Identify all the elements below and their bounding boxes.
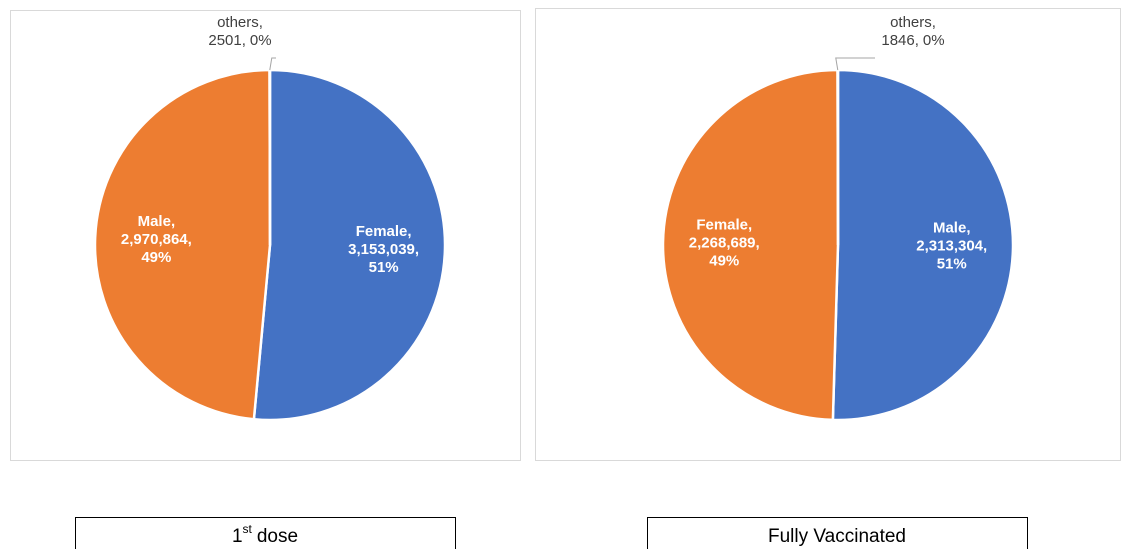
data-label-line: Female, — [696, 216, 752, 233]
caption: 1st dose — [232, 522, 298, 547]
caption-part: st — [243, 522, 253, 536]
data-label-line: 2501, 0% — [208, 32, 271, 49]
data-label: Male, 2,970,864, 49% — [121, 213, 192, 266]
data-label-value: 1846, — [881, 32, 919, 49]
caption: Fully Vaccinated — [768, 526, 906, 547]
leader-line — [269, 57, 276, 71]
data-label: others, 1846, 0% — [881, 14, 944, 49]
data-label-line: 2,313,304, — [916, 238, 987, 255]
data-label-percent: 0% — [923, 32, 945, 49]
data-label-line: others, — [890, 14, 936, 31]
caption-box — [75, 517, 456, 549]
caption-part: 1 — [232, 526, 243, 547]
data-label-line: 2,268,689, — [689, 234, 760, 251]
data-label: Male, 2,313,304, 51% — [916, 220, 987, 273]
caption-part: Fully Vaccinated — [768, 526, 906, 547]
data-label-line: Male, — [933, 220, 971, 237]
data-label: others, 2501, 0% — [208, 14, 271, 49]
data-label-line: 49% — [141, 249, 171, 266]
data-label-value: 2501, — [208, 32, 246, 49]
data-label-line: 49% — [709, 252, 739, 269]
data-label-line: 1846, 0% — [881, 32, 944, 49]
data-label-line: 2,970,864, — [121, 231, 192, 248]
data-label-line: others, — [217, 14, 263, 31]
leader-line — [835, 57, 875, 71]
pie-slice — [93, 68, 272, 421]
caption-part: dose — [257, 526, 298, 547]
pie-slice — [661, 68, 840, 422]
data-label-line: 51% — [369, 259, 399, 276]
pie-slice — [252, 68, 447, 422]
data-label: Female, 3,153,039, 51% — [348, 223, 419, 276]
pie-slice — [831, 68, 1015, 422]
data-label-line: 51% — [937, 256, 967, 273]
data-label-line: Female, — [356, 223, 412, 240]
data-label-line: Male, — [138, 213, 176, 230]
caption-box — [647, 517, 1028, 549]
data-label: Female, 2,268,689, 49% — [689, 216, 760, 269]
data-label-line: 3,153,039, — [348, 241, 419, 258]
data-label-percent: 0% — [250, 32, 272, 49]
